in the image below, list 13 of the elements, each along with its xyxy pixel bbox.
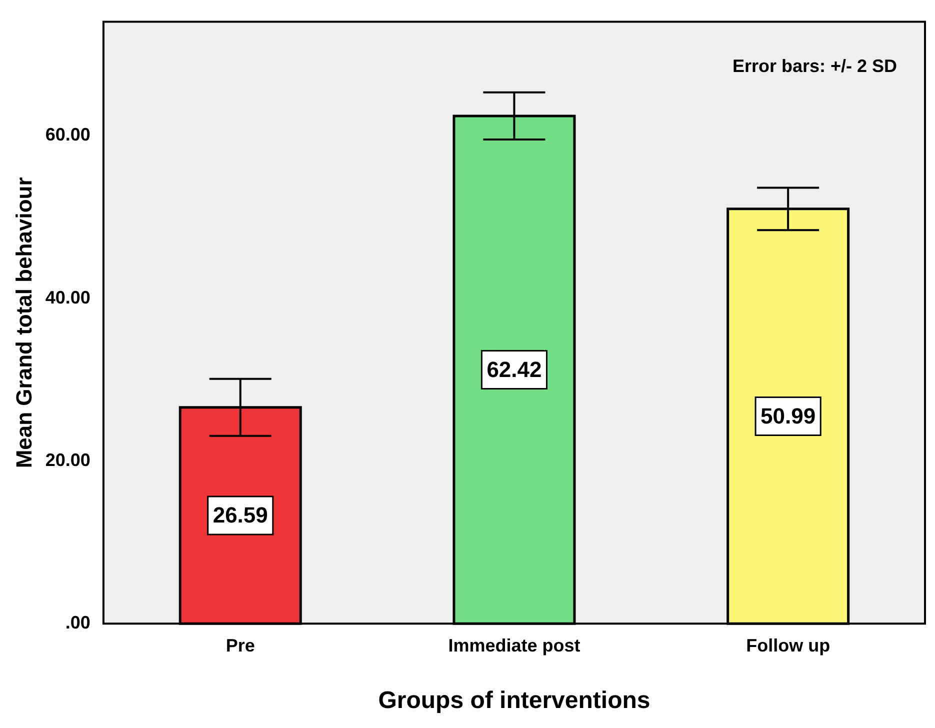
y-tick-label: 20.00 (45, 450, 90, 470)
x-axis-title: Groups of interventions (378, 687, 650, 714)
y-tick-label: .00 (65, 612, 90, 633)
y-axis-title: Mean Grand total behaviour (11, 176, 36, 468)
annotation: Error bars: +/- 2 SD (732, 56, 897, 76)
x-tick-label: Pre (226, 635, 255, 656)
x-tick-label: Immediate post (448, 635, 580, 656)
data-label: 62.42 (486, 356, 542, 382)
data-label: 26.59 (212, 502, 268, 528)
data-label: 50.99 (760, 403, 816, 428)
y-tick-label: 60.00 (45, 124, 90, 145)
x-tick-label: Follow up (746, 635, 830, 656)
y-tick-label: 40.00 (45, 287, 90, 308)
